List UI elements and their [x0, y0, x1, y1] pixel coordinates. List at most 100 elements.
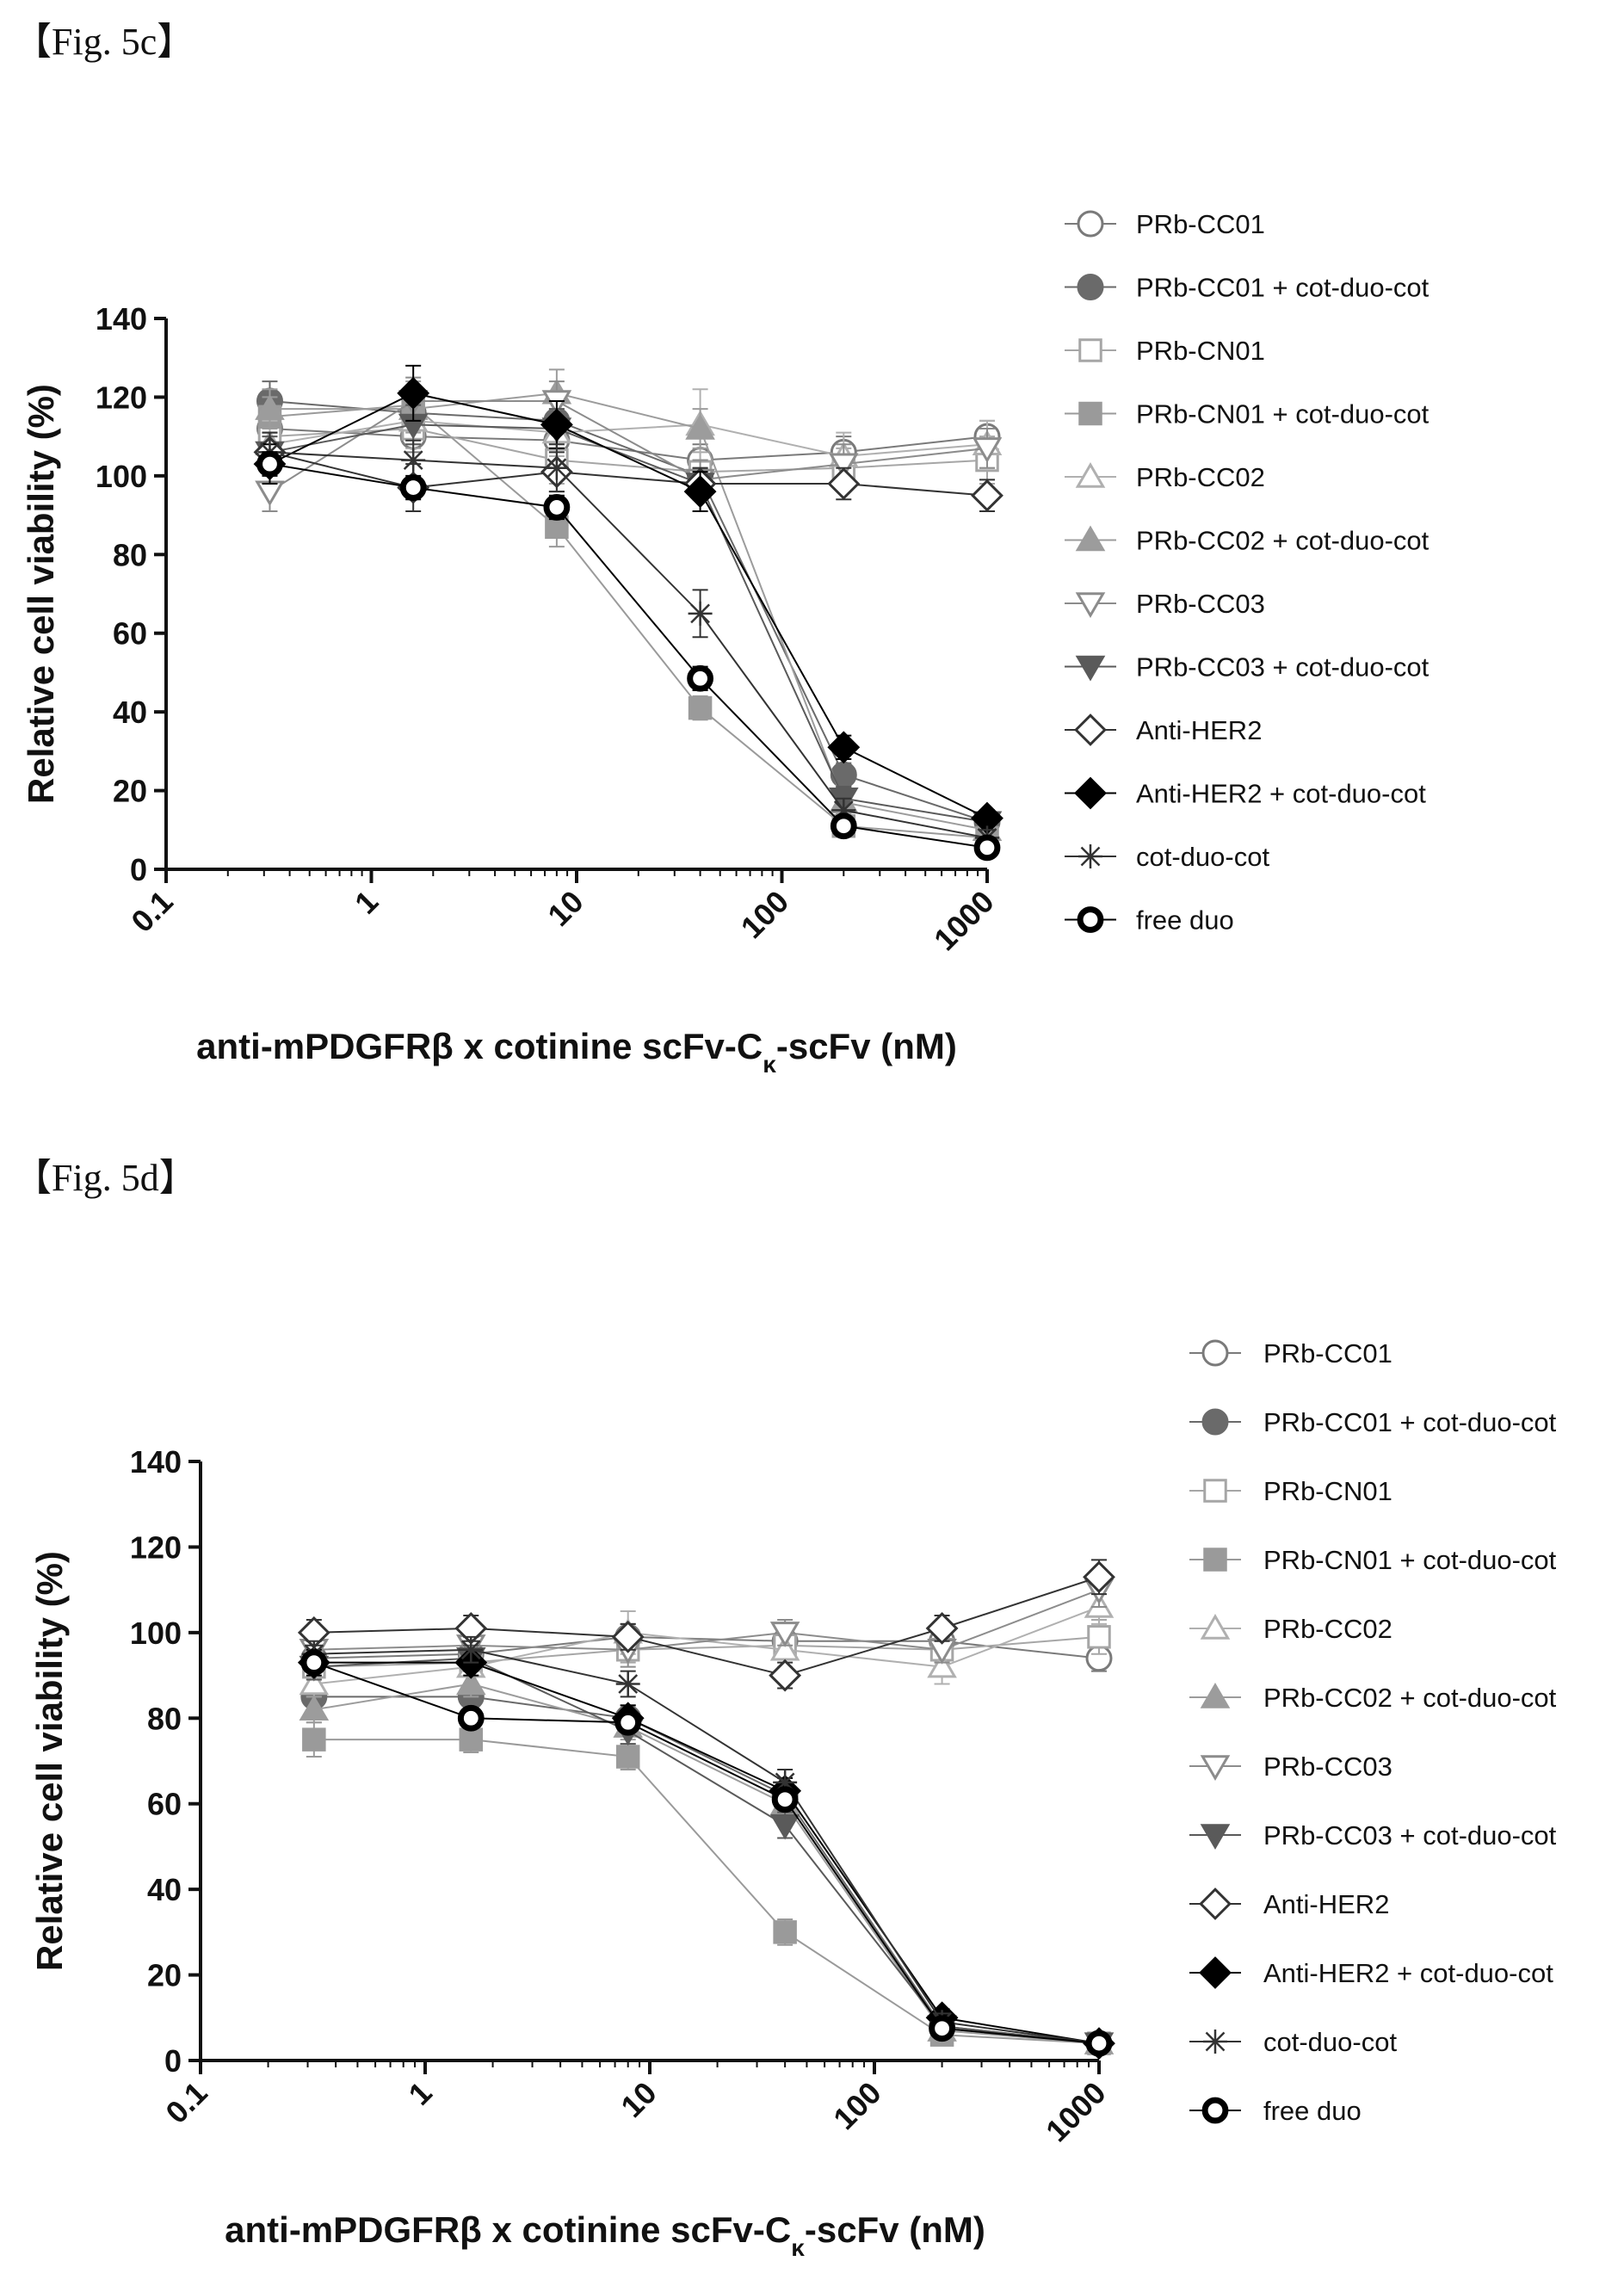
data-point: [459, 1637, 484, 1662]
data-point: [971, 479, 1003, 512]
legend-marker: [1077, 906, 1104, 933]
legend-marker: [1074, 776, 1107, 810]
series-line: [269, 392, 988, 819]
data-point: [299, 1695, 330, 1721]
data-point: [401, 448, 426, 473]
data-point: [929, 2015, 955, 2042]
series-prb-cc02-cot-duo-cot: [299, 1669, 1115, 2054]
data-point: [455, 1669, 486, 1696]
legend-marker: [1200, 1614, 1231, 1640]
legend-item: PRb-CC03: [1065, 589, 1265, 619]
legend-label: Anti-HER2 + cot-duo-cot: [1263, 1958, 1553, 1988]
plot-area: [253, 364, 1003, 862]
legend-label: PRb-CC01 + cot-duo-cot: [1136, 273, 1429, 303]
y-tick-label: 80: [113, 537, 147, 572]
y-axis-title: Relative cell viability (%): [21, 384, 61, 804]
x-tick-label: 1: [402, 2075, 439, 2112]
legend-label: PRb-CC03: [1263, 1752, 1392, 1782]
legend-label: PRb-CC01 + cot-duo-cot: [1263, 1407, 1557, 1437]
series-prb-cc03-cot-duo-cot: [299, 1644, 1115, 2059]
data-point: [299, 1669, 330, 1696]
data-point: [925, 1611, 959, 1645]
legend-label: PRb-CC02: [1263, 1614, 1392, 1644]
legend-label: free duo: [1263, 2096, 1362, 2126]
y-tick-label: 140: [96, 301, 147, 337]
series-line: [269, 451, 988, 839]
legend-label: Anti-HER2: [1263, 1889, 1389, 1919]
series-free-duo: [300, 1649, 1113, 2057]
series-anti-her2-cot-duo-cot: [297, 1646, 1115, 2060]
data-point: [540, 408, 573, 442]
legend-label: cot-duo-cot: [1136, 842, 1269, 872]
data-point: [1083, 1560, 1115, 1594]
data-point: [830, 812, 857, 840]
series-free-duo: [256, 450, 1001, 862]
legend-item: PRb-CC01: [1065, 209, 1265, 239]
data-point: [688, 601, 713, 626]
legend-item: PRb-CC03: [1189, 1752, 1392, 1782]
legend-marker: [1203, 1548, 1227, 1572]
legend-label: PRb-CC03: [1136, 589, 1265, 619]
series-prb-cn01-cot-duo-cot: [302, 1721, 1111, 2055]
series-line: [313, 1739, 1100, 2045]
legend-label: PRb-CC03 + cot-duo-cot: [1263, 1820, 1557, 1850]
x-tick-label: 0.1: [158, 2075, 213, 2130]
legend-item: PRb-CC02: [1189, 1614, 1392, 1644]
data-point: [399, 474, 427, 501]
data-point: [302, 1727, 326, 1752]
legend-marker: [1201, 1339, 1229, 1367]
series-line: [313, 1648, 1100, 2045]
legend-marker: [1201, 1408, 1229, 1436]
x-tick-label: 1000: [1039, 2075, 1113, 2149]
data-point: [685, 414, 715, 440]
y-tick-label: 140: [130, 1444, 182, 1480]
legend-label: PRb-CN01 + cot-duo-cot: [1263, 1545, 1557, 1575]
legend-marker: [1075, 525, 1106, 552]
data-point: [688, 695, 713, 720]
data-point: [615, 1671, 640, 1696]
series-line: [269, 392, 988, 831]
legend-item: PRb-CN01: [1065, 336, 1265, 366]
legend-label: free duo: [1136, 905, 1234, 936]
legend: PRb-CC01 PRb-CC01 + cot-duo-cot PRb-CN01 PR…: [1189, 1338, 1557, 2126]
data-point: [927, 1652, 957, 1678]
legend-item: PRb-CC03 + cot-duo-cot: [1065, 652, 1429, 683]
series-line: [269, 428, 988, 461]
data-point: [973, 834, 1001, 862]
legend-item: free duo: [1065, 905, 1234, 936]
series-line: [313, 1696, 1100, 2045]
legend-marker: [1203, 2030, 1227, 2054]
legend-item: PRb-CC02 + cot-duo-cot: [1189, 1683, 1557, 1713]
legend-item: Anti-HER2: [1189, 1887, 1389, 1920]
legend-label: PRb-CC01: [1263, 1338, 1392, 1369]
legend-label: PRb-CC02: [1136, 462, 1265, 492]
legend-marker: [1203, 1479, 1227, 1503]
legend-item: PRb-CC01: [1189, 1338, 1392, 1369]
legend-label: Anti-HER2: [1136, 715, 1262, 745]
y-tick-label: 80: [147, 1701, 182, 1736]
data-point: [1085, 2030, 1113, 2057]
legend-label: PRb-CC01: [1136, 209, 1265, 239]
legend-label: Anti-HER2 + cot-duo-cot: [1136, 779, 1426, 809]
data-point: [972, 437, 1003, 463]
y-tick-label: 60: [147, 1787, 182, 1822]
series-line: [313, 1576, 1100, 1677]
data-point: [615, 1745, 640, 1769]
legend-label: PRb-CN01: [1263, 1476, 1392, 1506]
series-line: [313, 1589, 1100, 1651]
data-point: [457, 1704, 485, 1732]
series-line: [313, 1683, 1100, 2045]
legend-label: PRb-CC02 + cot-duo-cot: [1263, 1683, 1557, 1713]
data-point: [459, 1727, 484, 1752]
data-point: [1087, 1625, 1111, 1649]
x-tick-label: 100: [826, 2075, 887, 2136]
series-line: [269, 463, 988, 849]
legend-marker: [1075, 462, 1106, 488]
y-tick-label: 120: [130, 1529, 182, 1565]
data-point: [683, 475, 717, 509]
data-point: [769, 1622, 800, 1647]
data-point: [769, 1659, 802, 1692]
legend-item: PRb-CC02 + cot-duo-cot: [1065, 526, 1429, 556]
